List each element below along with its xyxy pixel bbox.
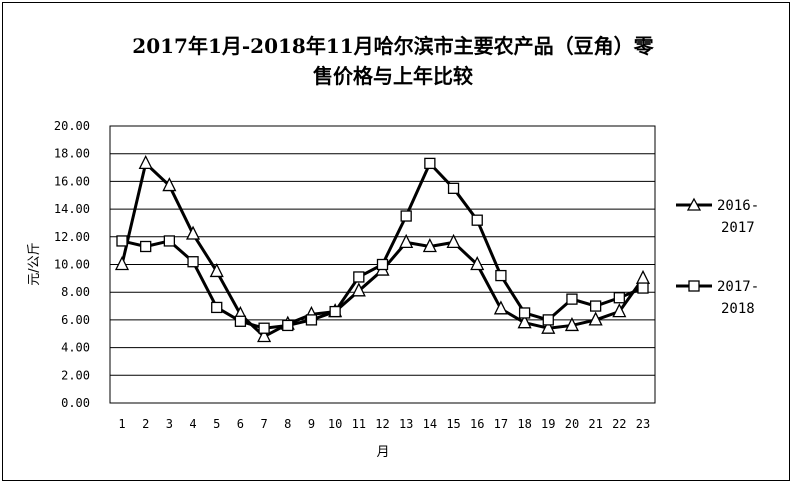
- x-tick-label: 20: [565, 417, 579, 431]
- y-tick-label: 14.00: [54, 202, 90, 216]
- x-tick-label: 11: [352, 417, 366, 431]
- y-tick-label: 4.00: [61, 341, 90, 355]
- data-point-2017-2018: [163, 235, 176, 247]
- x-tick-label: 6: [237, 417, 244, 431]
- data-point-2016-2017: [470, 256, 485, 271]
- y-tick-label: 10.00: [54, 258, 90, 272]
- x-tick-label: 7: [260, 417, 267, 431]
- legend: 2016- 2017 2017- 2018: [676, 197, 759, 317]
- y-tick-label: 20.00: [54, 119, 90, 133]
- data-point-2016-2017: [493, 300, 508, 315]
- x-axis-title: 月: [376, 445, 389, 460]
- legend-triangle-marker: [686, 197, 702, 211]
- x-tick-label: 5: [213, 417, 220, 431]
- data-point-2017-2018: [116, 235, 128, 247]
- data-point-2016-2017: [351, 282, 366, 297]
- x-tick-label: 2: [142, 417, 149, 431]
- x-tick-label: 12: [375, 417, 389, 431]
- x-tick-label: 3: [166, 417, 173, 431]
- x-tick-label: 10: [328, 417, 342, 431]
- y-axis-title: 元/公斤: [27, 242, 42, 285]
- legend-label-2017-2018-line2: 2018: [721, 301, 755, 317]
- y-tick-labels: 0.00 2.00 4.00 6.00 8.00 10.00 12.00 14.00 16.00…: [54, 119, 90, 410]
- x-tick-label: 14: [423, 417, 437, 431]
- data-point-2016-2017: [114, 256, 130, 271]
- x-tick-label: 19: [541, 417, 555, 431]
- x-tick-label: 18: [517, 417, 531, 431]
- data-point-2017-2018: [637, 282, 649, 294]
- data-point-2017-2018: [329, 305, 341, 318]
- legend-label-2016-2017-line1: 2016-: [717, 198, 759, 214]
- data-point-2016-2017: [541, 319, 556, 334]
- data-point-2017-2018: [305, 314, 318, 326]
- data-point-2016-2017: [446, 233, 461, 248]
- x-tick-label: 13: [399, 417, 413, 431]
- data-point-2017-2018: [234, 315, 247, 327]
- data-point-2017-2018: [542, 314, 554, 326]
- x-tick-label: 22: [612, 417, 626, 431]
- data-point-2016-2017: [612, 303, 627, 318]
- data-point-2017-2018: [258, 322, 270, 334]
- data-point-2017-2018: [613, 292, 625, 304]
- x-tick-label: 9: [308, 417, 315, 431]
- data-point-2017-2018: [447, 182, 460, 194]
- x-tick-label: 16: [470, 417, 484, 431]
- legend-label-2017-2018-line1: 2017-: [717, 279, 759, 295]
- data-point-2016-2017: [564, 316, 580, 332]
- data-point-2017-2018: [282, 319, 294, 332]
- data-point-2017-2018: [518, 307, 531, 319]
- legend-item-2016-2017: 2016- 2017: [676, 197, 759, 236]
- data-point-2017-2018: [211, 301, 223, 314]
- legend-square-marker: [688, 280, 700, 292]
- y-tick-label: 0.00: [61, 396, 90, 410]
- y-tick-label: 2.00: [61, 368, 90, 382]
- chart-title-line2: 售价格与上年比较: [313, 64, 473, 88]
- data-point-2017-2018: [589, 300, 602, 312]
- legend-label-2016-2017-line2: 2017: [721, 220, 755, 236]
- x-tick-label: 17: [494, 417, 508, 431]
- data-point-2017-2018: [353, 271, 365, 283]
- data-point-2016-2017: [588, 311, 603, 326]
- data-point-2017-2018: [376, 258, 389, 271]
- x-tick-label: 15: [446, 417, 460, 431]
- data-point-2016-2017: [162, 177, 177, 192]
- data-point-2017-2018: [400, 210, 412, 222]
- data-point-2017-2018: [566, 293, 578, 305]
- data-point-2017-2018: [424, 157, 436, 170]
- data-point-2017-2018: [471, 214, 483, 226]
- y-tick-label: 6.00: [61, 313, 90, 327]
- data-point-2016-2017: [257, 328, 272, 343]
- x-tick-label: 4: [189, 417, 196, 431]
- data-point-2016-2017: [209, 262, 224, 278]
- legend-item-2017-2018: 2017- 2018: [676, 279, 759, 317]
- chart-title-line1: 2017年1月-2018年11月哈尔滨市主要农产品（豆角）零: [132, 34, 654, 58]
- data-point-2016-2017: [399, 233, 414, 248]
- data-point-2017-2018: [187, 256, 199, 268]
- x-tick-label: 8: [284, 417, 291, 431]
- data-point-2017-2018: [140, 240, 152, 253]
- y-tick-label: 16.00: [54, 174, 90, 188]
- series-group: [114, 154, 651, 343]
- y-tick-label: 12.00: [54, 230, 90, 244]
- x-tick-labels: 1 2 3 4 5 6 7 8 9 10 11 12 13 14 15 16 17 18 19 20 21 22 23: [118, 417, 650, 431]
- data-point-2016-2017: [138, 154, 153, 170]
- data-point-2016-2017: [185, 225, 201, 240]
- x-tick-label: 23: [636, 417, 650, 431]
- x-tick-label: 21: [588, 417, 602, 431]
- data-point-2016-2017: [517, 314, 532, 329]
- data-point-2016-2017: [422, 238, 437, 253]
- data-point-2017-2018: [495, 269, 507, 282]
- y-tick-label: 8.00: [61, 285, 90, 299]
- y-tick-label: 18.00: [54, 147, 90, 161]
- x-tick-label: 1: [118, 417, 125, 431]
